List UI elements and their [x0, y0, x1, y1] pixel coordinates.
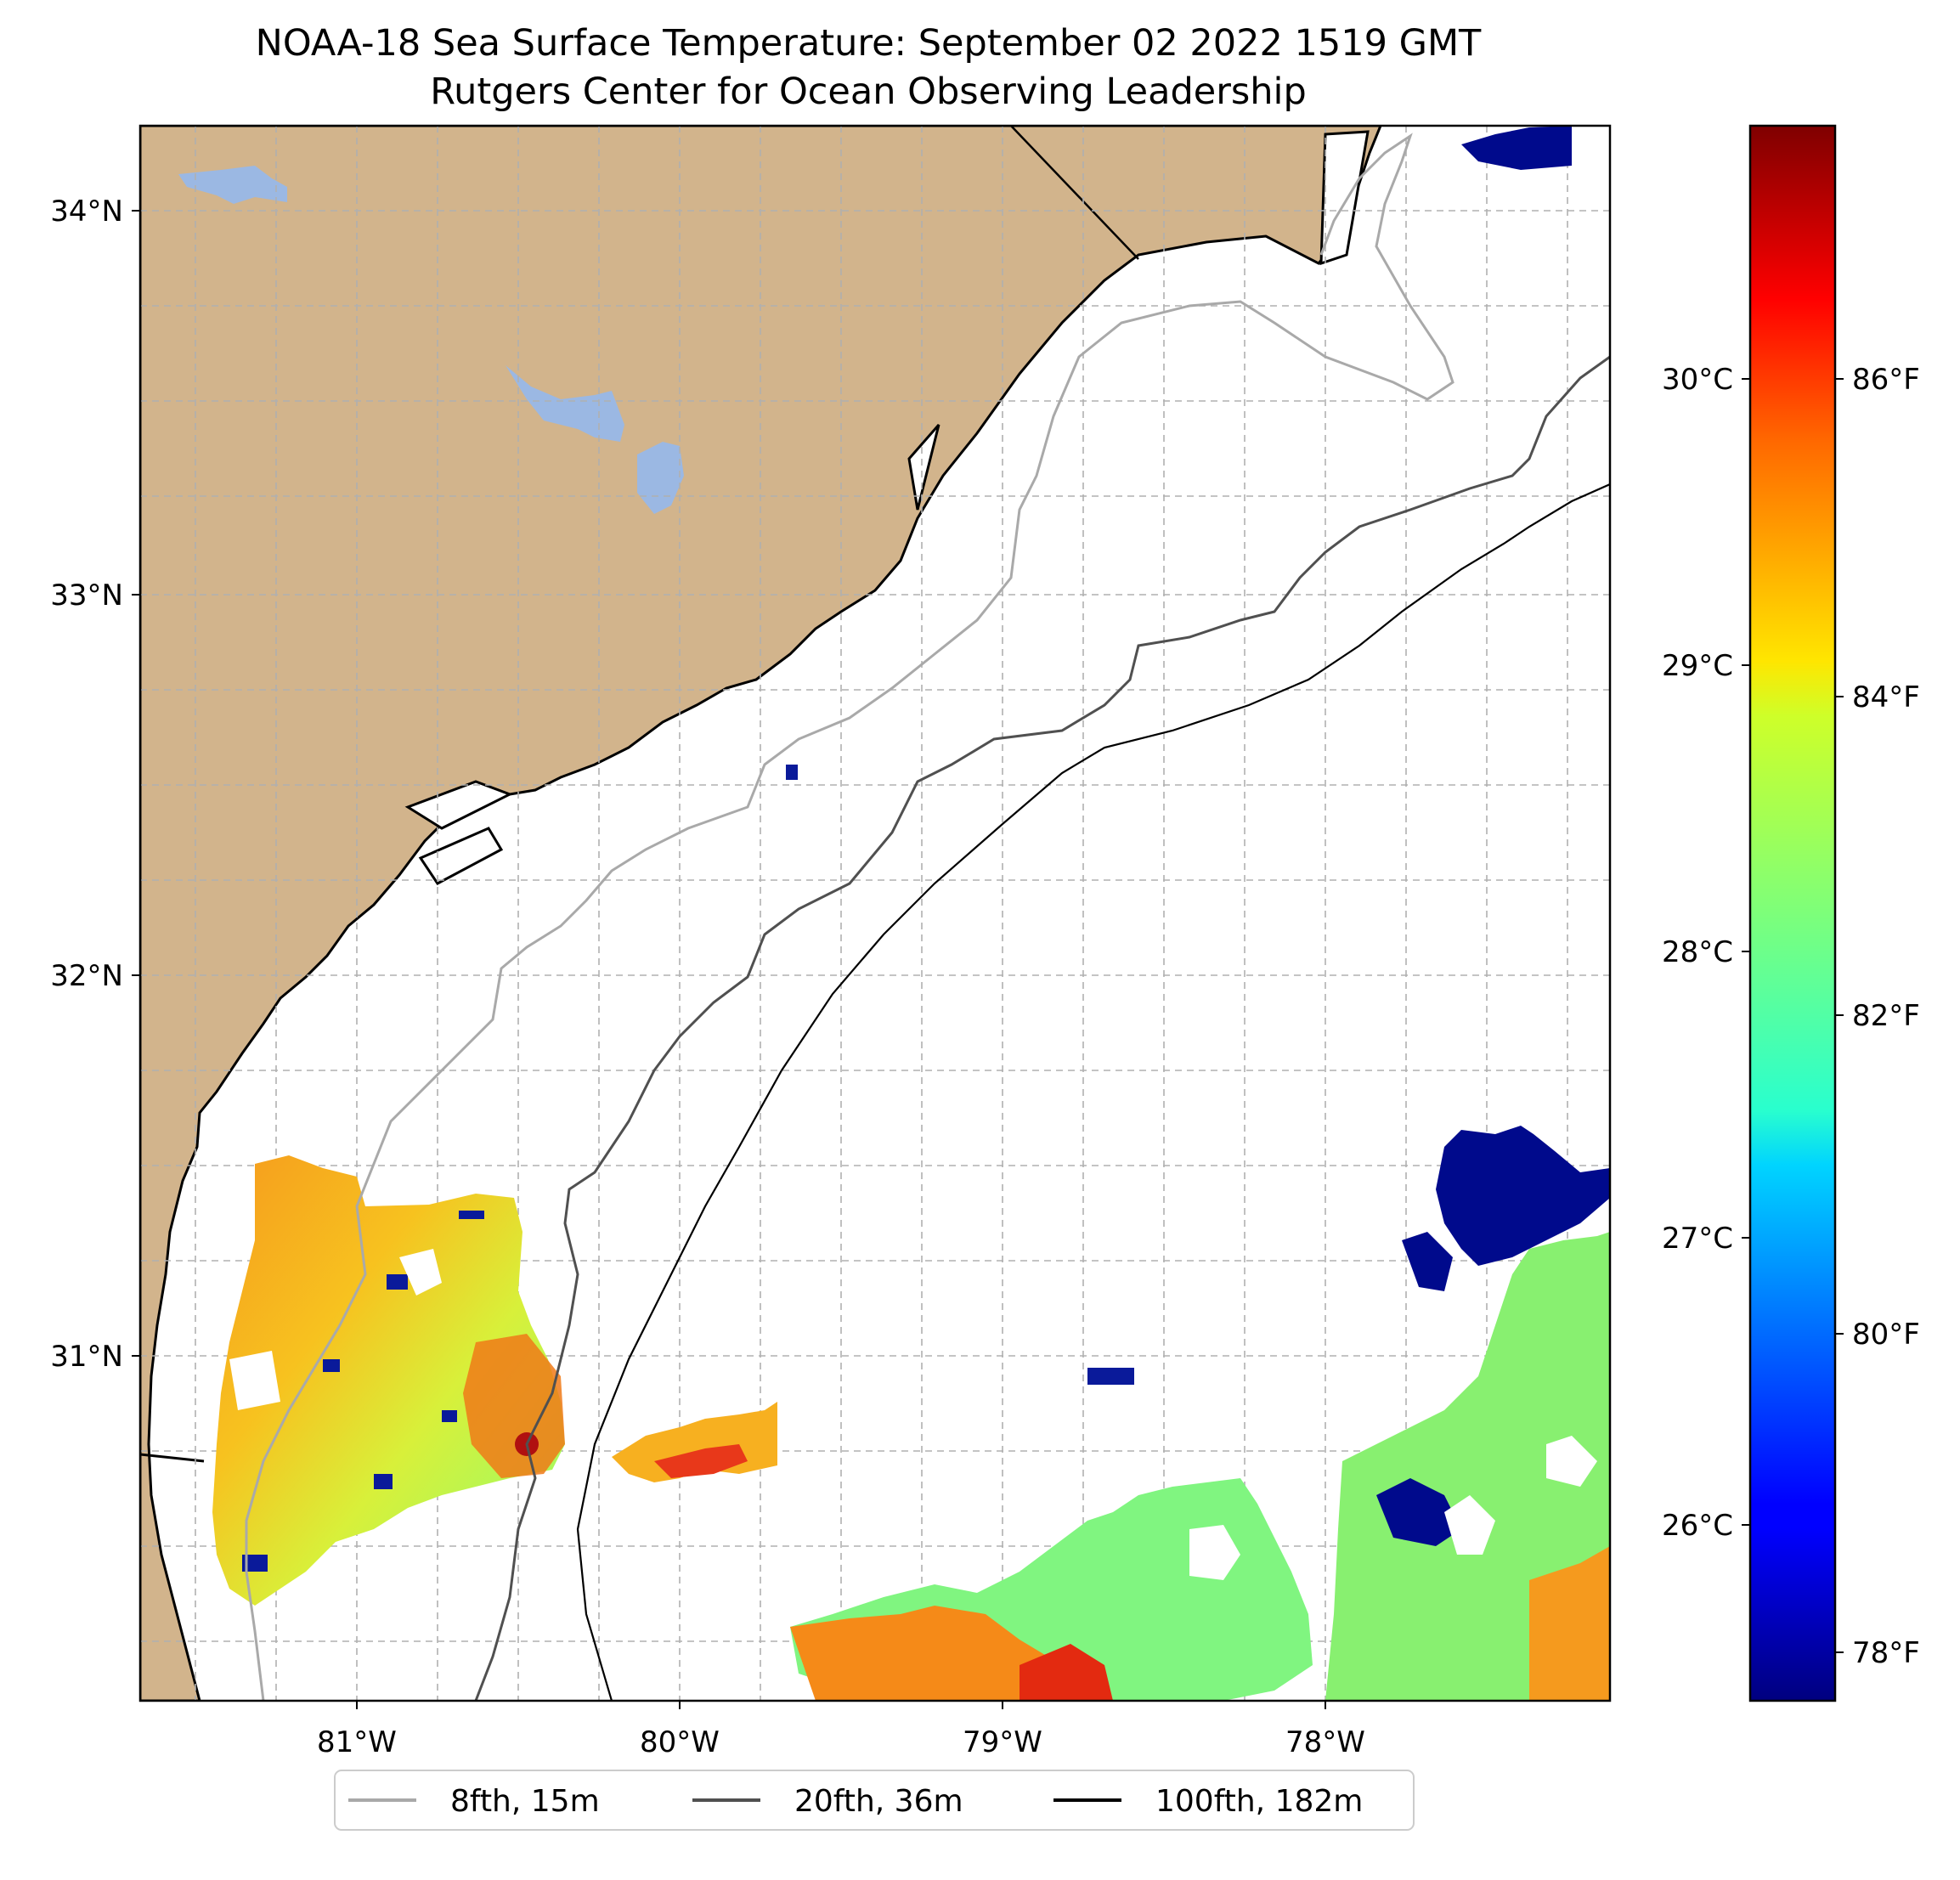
legend-label-100fth: 100fth, 182m [1155, 1784, 1363, 1819]
legend-label-8fth: 8fth, 15m [450, 1784, 600, 1819]
lon-tick-label: 81°W [317, 1725, 397, 1759]
sst-cold-spot [1402, 1232, 1453, 1291]
sst-patch-nearshore [212, 1155, 565, 1606]
fahrenheit-tick-label: 86°F [1852, 363, 1920, 397]
colorbar-gradient [1748, 124, 1837, 1702]
colorbar: 30°C 29°C 28°C 27°C 26°C 86°F 84°F 82°F … [1662, 124, 1920, 1702]
lake [178, 166, 287, 204]
celsius-tick-label: 26°C [1662, 1509, 1733, 1543]
lon-axis: 81°W 80°W 79°W 78°W [317, 1701, 1365, 1759]
celsius-tick-label: 29°C [1662, 649, 1733, 683]
colorbar-celsius-ticks: 30°C 29°C 28°C 27°C 26°C [1662, 363, 1750, 1543]
sst-data-gap [1444, 1495, 1495, 1555]
sst-data-gap [1189, 1525, 1240, 1580]
state-border [1010, 126, 1139, 260]
map-area [140, 126, 1610, 1701]
fahrenheit-tick-label: 78°F [1852, 1636, 1920, 1670]
lake [637, 442, 684, 514]
sst-patch-south-warm [790, 1606, 1087, 1701]
lat-tick-label: 34°N [50, 195, 123, 229]
fahrenheit-tick-label: 82°F [1852, 999, 1920, 1033]
lat-tick-label: 33°N [50, 579, 123, 613]
celsius-tick-label: 30°C [1662, 363, 1733, 397]
fahrenheit-tick-label: 84°F [1852, 680, 1920, 714]
legend-label-20fth: 20fth, 36m [794, 1784, 963, 1819]
sst-cold-spots [242, 765, 1134, 1572]
sst-cold-north [1461, 126, 1572, 170]
sst-data-gap [399, 1249, 442, 1296]
lon-tick-label: 78°W [1285, 1725, 1365, 1759]
sst-data-gap [1546, 1436, 1597, 1487]
map-frame [138, 124, 1612, 1702]
legend: 8fth, 15m 20fth, 36m 100fth, 182m [334, 1770, 1415, 1831]
sst-patch-warm-core [463, 1334, 565, 1478]
estuary [907, 424, 940, 511]
lake [506, 365, 624, 442]
state-border [140, 1453, 205, 1463]
isobath-8fth [245, 133, 1454, 1701]
lat-axis: 34°N 33°N 32°N 31°N [50, 195, 140, 1374]
lon-tick-label: 79°W [963, 1725, 1042, 1759]
sst-patch-south-hot [1020, 1644, 1113, 1701]
celsius-tick-label: 27°C [1662, 1222, 1733, 1256]
sst-patch-east-warm [1529, 1546, 1610, 1701]
sst-data-gap [229, 1351, 280, 1410]
barrier-sound [1319, 130, 1370, 266]
sst-data [212, 126, 1610, 1701]
sst-patch-offshore-warm [654, 1444, 748, 1478]
lat-tick-label: 32°N [50, 959, 123, 993]
sst-cold-east [1376, 1478, 1461, 1546]
title-line-1: NOAA-18 Sea Surface Temperature: Septemb… [256, 22, 1482, 65]
lon-tick-label: 80°W [640, 1725, 720, 1759]
estuary [418, 827, 504, 885]
estuary [404, 780, 513, 830]
fahrenheit-tick-label: 80°F [1852, 1318, 1920, 1352]
colorbar-fahrenheit-ticks: 86°F 84°F 82°F 80°F 78°F [1835, 363, 1920, 1670]
lat-tick-label: 31°N [50, 1340, 123, 1374]
isobath-20fth [474, 355, 1610, 1701]
isobath-100fth [576, 483, 1610, 1701]
sst-patch-northeast-cold [1436, 1126, 1610, 1266]
land-mass [140, 126, 1382, 1701]
legend-box [334, 1770, 1415, 1831]
title-line-2: Rutgers Center for Ocean Observing Leade… [430, 71, 1307, 113]
celsius-tick-label: 28°C [1662, 935, 1733, 969]
